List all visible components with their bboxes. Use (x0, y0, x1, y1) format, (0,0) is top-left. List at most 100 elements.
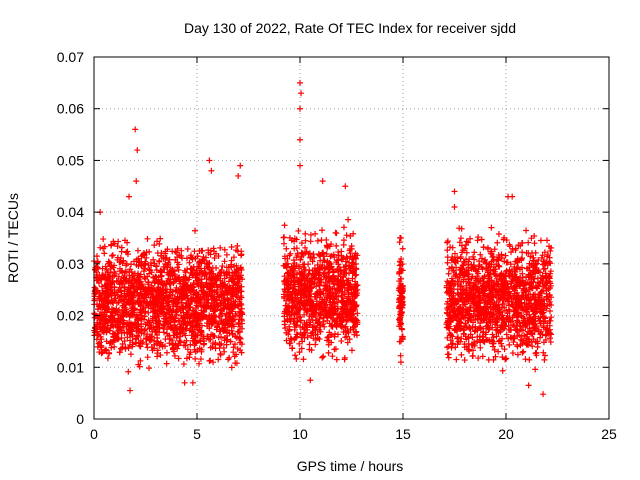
data-point (397, 359, 404, 366)
data-point (280, 234, 287, 241)
data-point (237, 272, 244, 279)
data-point (326, 243, 333, 250)
data-point (320, 250, 327, 257)
data-point (465, 261, 472, 268)
data-point (316, 326, 323, 333)
data-point (525, 328, 531, 335)
data-point (448, 264, 455, 271)
data-point (154, 306, 161, 313)
data-point (154, 335, 161, 342)
data-point (522, 288, 529, 295)
data-point (223, 251, 230, 258)
data-point (215, 253, 222, 260)
data-point (205, 296, 212, 303)
data-point (307, 231, 314, 238)
data-point (135, 361, 142, 368)
data-point (518, 312, 525, 319)
data-point (322, 279, 329, 286)
y-tick-label: 0 (76, 411, 84, 427)
data-point (397, 321, 404, 328)
data-point (477, 251, 484, 258)
data-point (343, 232, 350, 239)
data-point (532, 313, 539, 320)
data-point (528, 304, 535, 311)
data-point (309, 275, 316, 281)
data-point (174, 275, 181, 282)
data-point (282, 308, 289, 315)
data-point (177, 338, 184, 345)
data-point (492, 266, 499, 273)
data-point (160, 300, 167, 307)
data-point (213, 301, 220, 308)
data-point (317, 322, 324, 329)
data-point (147, 299, 154, 306)
data-point (470, 347, 477, 354)
data-point (238, 294, 245, 301)
data-point (97, 333, 104, 340)
data-point (474, 337, 481, 344)
data-point (144, 273, 151, 280)
data-point (529, 331, 536, 338)
data-point (286, 340, 293, 347)
x-tick-label: 10 (292, 426, 308, 442)
data-point (175, 266, 182, 273)
data-point (397, 286, 404, 293)
data-point (156, 342, 163, 349)
data-point (99, 315, 106, 322)
data-point (98, 295, 105, 302)
data-point (111, 284, 118, 291)
data-point (499, 367, 506, 374)
data-point (494, 239, 501, 246)
data-point (298, 90, 305, 97)
data-point (526, 356, 533, 363)
data-point (316, 336, 323, 343)
data-point (535, 257, 542, 264)
data-point (547, 268, 554, 275)
data-point (319, 296, 326, 303)
data-point (493, 319, 500, 326)
data-point (487, 310, 494, 317)
data-point (444, 247, 451, 254)
data-point (235, 172, 242, 179)
data-point (501, 304, 508, 311)
data-point (134, 272, 141, 279)
data-point (451, 188, 458, 195)
data-point (312, 230, 319, 237)
data-point (148, 282, 155, 289)
data-point (95, 306, 102, 313)
data-point (290, 305, 297, 312)
data-point (237, 300, 244, 307)
data-point (452, 259, 459, 266)
data-point (108, 313, 115, 320)
data-point (284, 270, 291, 277)
data-point (531, 327, 538, 334)
data-point (192, 355, 199, 362)
data-point (147, 291, 154, 298)
data-point (155, 280, 162, 287)
data-point (95, 340, 102, 347)
data-point (460, 259, 467, 266)
data-point (101, 250, 108, 257)
data-point (305, 291, 312, 298)
data-point (470, 296, 477, 303)
data-point (198, 247, 205, 254)
data-point (507, 261, 514, 268)
data-point (109, 315, 116, 322)
data-point (458, 351, 465, 358)
data-point (193, 288, 200, 295)
data-point (124, 248, 131, 255)
data-point (512, 245, 519, 252)
data-point (295, 227, 302, 234)
data-point (286, 234, 293, 241)
data-point (313, 298, 320, 305)
y-axis-tick-labels: 0 0.01 0.02 0.03 0.04 0.05 0.06 0.07 (57, 49, 84, 427)
data-point (163, 315, 170, 322)
data-point (488, 224, 495, 231)
data-point (527, 291, 534, 298)
data-point (456, 274, 463, 281)
data-point (474, 293, 481, 300)
data-point (131, 320, 138, 327)
data-point (351, 261, 358, 268)
data-point (336, 282, 343, 289)
data-point (323, 273, 330, 280)
